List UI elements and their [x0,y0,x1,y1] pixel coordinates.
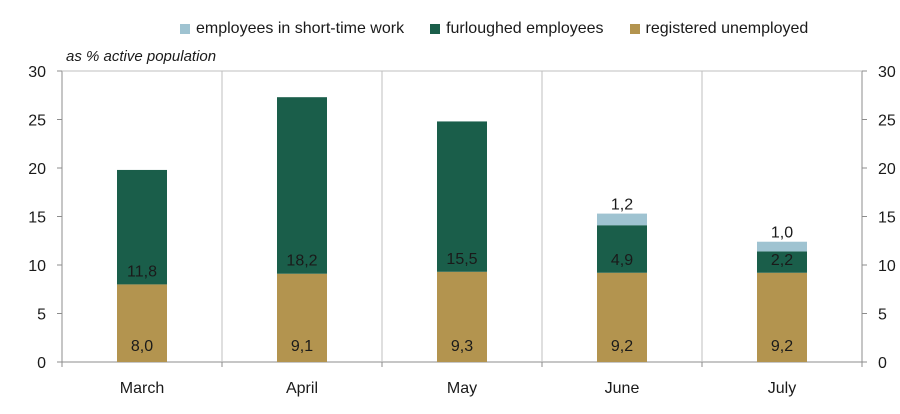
data-label: 8,0 [131,338,153,355]
legend-label-furloughed: furloughed employees [446,20,604,37]
data-label: 9,2 [771,338,793,355]
data-label: 18,2 [286,253,317,270]
y-tick-label-right: 0 [878,355,887,372]
y-tick-label-left: 0 [37,355,46,372]
data-label: 11,8 [127,263,157,280]
legend-swatch-furloughed [430,24,441,34]
legend-item-unemployed: registered unemployed [629,20,809,38]
data-label: 15,5 [446,251,477,268]
data-label: 2,2 [771,252,793,269]
x-tick-label: May [447,380,477,397]
bar-furloughed-employees [117,169,167,285]
bar-employees-in-short-time-work [757,241,807,252]
bar-registered-unemployed [597,272,647,362]
x-tick-label: June [605,380,640,397]
y-tick-label-right: 25 [878,113,896,130]
legend-item-furloughed: furloughed employees [430,20,604,38]
data-label: 9,1 [291,338,313,355]
y-tick-label-right: 10 [878,258,896,275]
y-tick-label-left: 30 [28,64,46,81]
y-tick-label-right: 5 [878,307,887,324]
data-label: 9,2 [611,338,633,355]
data-label: 1,2 [611,197,633,214]
y-tick-label-left: 20 [28,161,46,178]
y-tick-label-right: 30 [878,64,896,81]
data-label: 4,9 [611,252,633,269]
y-tick-label-left: 10 [28,258,46,275]
bar-registered-unemployed [757,272,807,362]
bar-registered-unemployed [117,284,167,362]
y-tick-label-left: 25 [28,113,46,130]
x-tick-label: April [286,380,318,397]
y-tick-label-left: 15 [28,210,46,227]
x-tick-label: July [768,380,796,397]
bar-furloughed-employees [597,225,647,273]
x-tick-label: March [120,380,164,397]
bar-furloughed-employees [277,97,327,274]
bar-furloughed-employees [437,121,487,272]
chart-subtitle: as % active population [66,48,217,65]
bar-employees-in-short-time-work [597,213,647,226]
legend-item-short-time: employees in short-time work [180,20,404,38]
legend-label-unemployed: registered unemployed [645,20,809,37]
legend-swatch-short-time [180,24,190,34]
legend-swatch-unemployed [629,24,640,34]
y-tick-label-left: 5 [37,307,46,324]
y-tick-label-right: 15 [878,210,896,227]
data-label: 9,3 [451,338,473,355]
chart-legend: employees in short-time work furloughed … [180,20,808,38]
legend-label-short-time: employees in short-time work [196,20,405,37]
bar-registered-unemployed [277,273,327,362]
y-tick-label-right: 20 [878,161,896,178]
data-label: 1,0 [771,225,793,242]
bar-registered-unemployed [437,271,487,362]
bar-furloughed-employees [757,251,807,273]
